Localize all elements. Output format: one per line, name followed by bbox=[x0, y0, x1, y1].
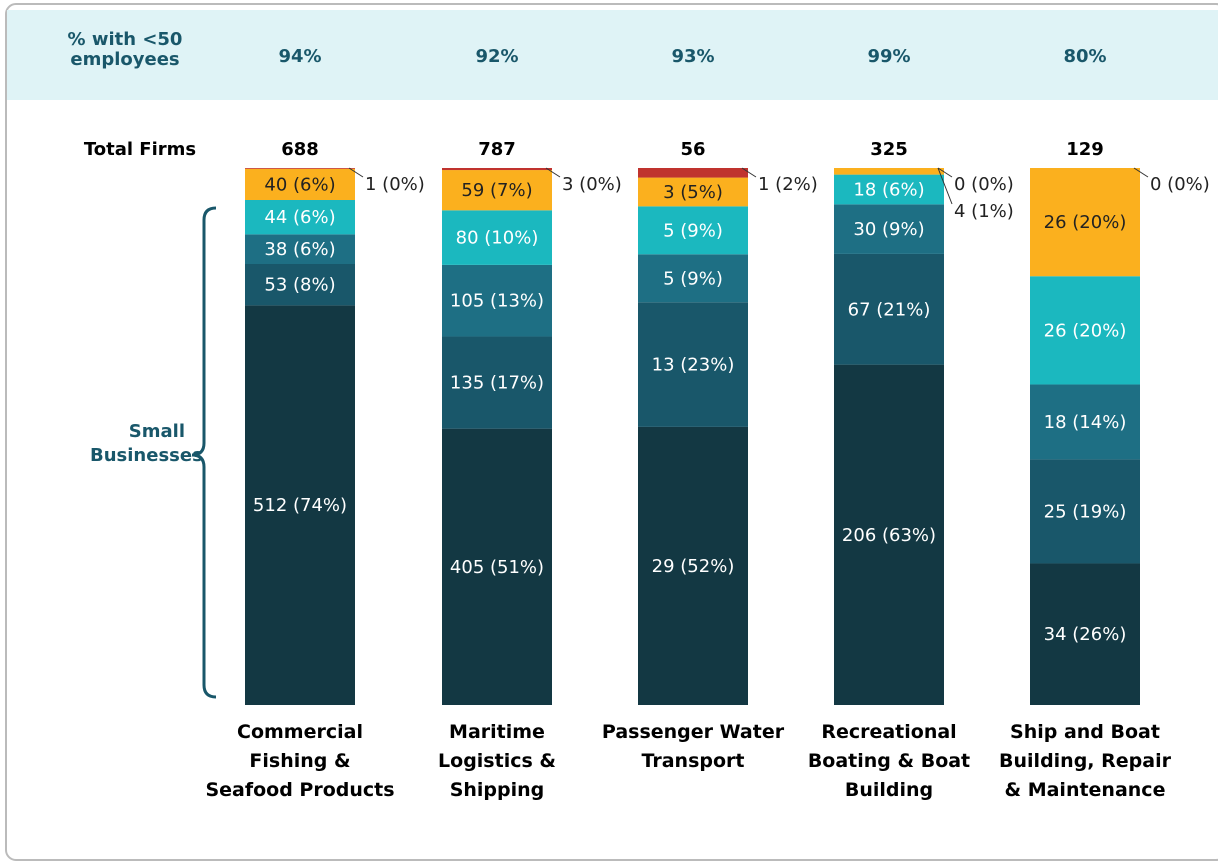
share-value: 80% bbox=[1063, 46, 1106, 67]
value-label: 3 (5%) bbox=[663, 182, 723, 203]
value-label: 29 (52%) bbox=[652, 556, 735, 577]
bar-segment bbox=[1030, 384, 1140, 460]
value-label: 4 (1%) bbox=[954, 201, 1014, 222]
value-label: 3 (0%) bbox=[562, 174, 622, 195]
value-label: 34 (26%) bbox=[1044, 624, 1127, 645]
bar-segment bbox=[638, 254, 748, 303]
value-label: 30 (9%) bbox=[853, 219, 924, 240]
bar-segment bbox=[638, 206, 748, 255]
value-label: 18 (14%) bbox=[1044, 412, 1127, 433]
bar-segment bbox=[245, 234, 355, 265]
value-label: 0 (0%) bbox=[1150, 174, 1210, 195]
value-label: 38 (6%) bbox=[264, 239, 335, 260]
value-label: 44 (6%) bbox=[264, 207, 335, 228]
value-label: 5 (9%) bbox=[663, 220, 723, 241]
total-value: 688 bbox=[281, 139, 319, 160]
bar-segment bbox=[638, 168, 748, 178]
bar-segment bbox=[834, 174, 944, 205]
bar-segment bbox=[834, 364, 944, 705]
header-band bbox=[7, 10, 1218, 100]
bracket bbox=[191, 206, 217, 699]
frame bbox=[5, 3, 1218, 861]
bar-segment bbox=[442, 264, 552, 337]
leader-line bbox=[1133, 167, 1149, 178]
share-value: 99% bbox=[867, 46, 910, 67]
value-label: 40 (6%) bbox=[264, 174, 335, 195]
share-value: 94% bbox=[278, 46, 321, 67]
value-label: 53 (8%) bbox=[264, 275, 335, 296]
value-label: 80 (10%) bbox=[456, 228, 539, 249]
leader-line bbox=[937, 167, 953, 205]
bar-segment bbox=[638, 426, 748, 705]
bar-segment bbox=[245, 305, 355, 705]
value-label: 1 (0%) bbox=[365, 174, 425, 195]
bar-segment bbox=[1030, 276, 1140, 385]
value-label: 206 (63%) bbox=[842, 525, 936, 546]
category-label: Commercial Fishing & Seafood Products bbox=[205, 721, 395, 801]
bar-segment bbox=[442, 428, 552, 705]
bar-segment bbox=[442, 210, 552, 265]
total-value: 325 bbox=[870, 139, 908, 160]
value-label: 59 (7%) bbox=[461, 180, 532, 201]
bar-segment bbox=[442, 168, 552, 171]
value-label: 105 (13%) bbox=[450, 291, 544, 312]
share-value: 93% bbox=[671, 46, 714, 67]
value-label: 25 (19%) bbox=[1044, 501, 1127, 522]
bar-segment bbox=[638, 302, 748, 427]
category-label: Passenger Water Transport bbox=[601, 721, 785, 772]
category-label: Recreational Boating & Boat Building bbox=[807, 721, 971, 801]
share-value: 92% bbox=[475, 46, 518, 67]
bar-segment bbox=[245, 168, 355, 201]
leader-line bbox=[937, 167, 953, 178]
bar-segment bbox=[442, 170, 552, 211]
total-value: 129 bbox=[1066, 139, 1104, 160]
value-label: 135 (17%) bbox=[450, 373, 544, 394]
bar-segment bbox=[834, 168, 944, 175]
bar-segment bbox=[834, 204, 944, 254]
leader-line bbox=[741, 167, 757, 178]
value-label: 18 (6%) bbox=[853, 179, 924, 200]
bar-segment bbox=[245, 168, 355, 169]
bar-segment bbox=[1030, 563, 1140, 705]
value-label: 405 (51%) bbox=[450, 557, 544, 578]
category-label: Maritime Logistics & Shipping bbox=[438, 721, 556, 801]
totals-label: Total Firms bbox=[84, 139, 196, 160]
value-label: 13 (23%) bbox=[652, 355, 735, 376]
leader-line bbox=[545, 167, 561, 178]
bar-segment bbox=[245, 200, 355, 235]
value-label: 1 (2%) bbox=[758, 174, 818, 195]
value-label: 5 (9%) bbox=[663, 268, 723, 289]
leader-line bbox=[348, 167, 364, 178]
bar-segment bbox=[638, 177, 748, 207]
value-label: 26 (20%) bbox=[1044, 320, 1127, 341]
bar-segment bbox=[1030, 459, 1140, 564]
value-label: 0 (0%) bbox=[954, 174, 1014, 195]
bar-segment bbox=[245, 264, 355, 306]
bar-segment bbox=[1030, 168, 1140, 277]
annotation: Small Businesses bbox=[90, 421, 203, 466]
total-value: 56 bbox=[680, 139, 705, 160]
value-label: 67 (21%) bbox=[848, 299, 931, 320]
bar-segment bbox=[834, 253, 944, 365]
value-label: 512 (74%) bbox=[253, 495, 347, 516]
share-label: % with <50 employees bbox=[67, 29, 183, 70]
category-label: Ship and Boat Building, Repair & Mainten… bbox=[999, 721, 1171, 801]
bar-segment bbox=[442, 336, 552, 429]
value-label: 26 (20%) bbox=[1044, 212, 1127, 233]
total-value: 787 bbox=[478, 139, 516, 160]
